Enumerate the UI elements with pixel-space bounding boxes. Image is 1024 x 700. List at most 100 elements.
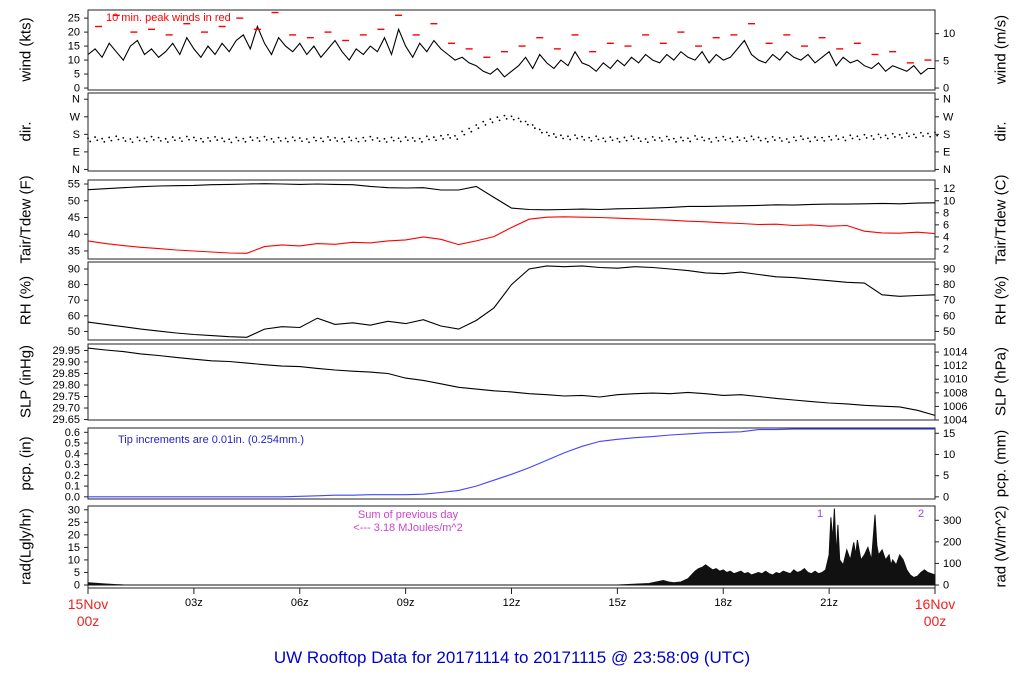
y-tick-label: 29.80: [52, 379, 80, 391]
panel-annotation: Sum of previous day: [358, 509, 459, 521]
dir-dot: [877, 133, 880, 136]
y-tick-label: 12: [943, 183, 955, 195]
dir-dot: [934, 131, 936, 134]
x-tick-label: 06z: [290, 597, 309, 609]
dir-dot: [531, 124, 534, 126]
dir-dot: [510, 115, 513, 118]
dir-dot: [237, 139, 240, 142]
dir-dot: [524, 120, 527, 123]
dir-dot: [731, 140, 734, 143]
panel-border: [87, 343, 936, 421]
dir-dot: [305, 138, 308, 140]
dir-dot: [710, 141, 713, 143]
dir-dot: [569, 138, 572, 141]
dir-dot: [722, 135, 725, 138]
dir-dot: [743, 137, 746, 139]
dir-dot: [214, 135, 216, 138]
dir-dot: [413, 140, 416, 142]
dir-dot: [661, 140, 663, 142]
dir-dot: [397, 137, 400, 140]
series-wind-peak-10min: [95, 11, 932, 64]
y-tick-label: 10: [943, 449, 955, 461]
dir-dot: [350, 139, 353, 142]
y-tick-label: 70: [943, 295, 955, 307]
dir-dot: [362, 136, 365, 139]
y-tick-label: 90: [68, 264, 80, 276]
dir-dot: [893, 136, 896, 138]
dir-dot: [687, 137, 689, 140]
dir-dot: [609, 136, 612, 138]
dir-dot: [795, 139, 797, 142]
y-tick-label: 2: [943, 243, 949, 255]
dir-dot: [545, 131, 548, 134]
dir-dot: [174, 139, 176, 142]
y-tick-label: 50: [68, 326, 80, 338]
dir-dot: [533, 127, 536, 130]
dir-dot: [560, 134, 562, 137]
dir-dot: [192, 136, 195, 139]
dir-dot: [837, 138, 840, 140]
dir-dot: [435, 139, 437, 142]
dir-dot: [103, 140, 106, 143]
y-tick-label: 300: [943, 515, 961, 527]
dir-dot: [696, 138, 699, 140]
dir-dot: [293, 139, 296, 142]
dir-dot: [456, 138, 459, 140]
y-tick-label: 1012: [943, 360, 967, 372]
y-tick-label: 20: [68, 27, 80, 39]
dir-dot: [788, 141, 790, 144]
dir-dot: [258, 140, 261, 142]
dir-dot: [308, 141, 310, 144]
dir-dot: [477, 127, 480, 130]
dir-dot: [87, 137, 89, 140]
start-date-line2: 00z: [76, 613, 100, 629]
y-tick-label: 60: [68, 310, 80, 322]
dir-dot: [251, 139, 254, 142]
dir-dot: [428, 138, 430, 141]
start-date-line1: 15Nov: [67, 596, 109, 612]
dir-dot: [432, 136, 435, 138]
y-tick-label: 0.4: [65, 448, 80, 460]
dir-dot: [355, 137, 358, 140]
dir-dot: [823, 139, 826, 142]
dir-dot: [590, 139, 593, 142]
dir-dot: [343, 140, 346, 143]
dir-dot: [470, 130, 473, 133]
dir-dot: [583, 138, 586, 141]
dir-dot: [482, 120, 485, 123]
series-precip-accumulated-in: [88, 428, 935, 498]
dir-dot: [717, 139, 720, 142]
y-tick-label: 8: [943, 207, 949, 219]
dir-dot: [519, 120, 522, 123]
y-tick-label: N: [72, 94, 80, 106]
dir-dot: [828, 135, 831, 138]
dir-dot: [653, 139, 656, 141]
x-tick-label: 09z: [396, 597, 415, 609]
dir-dot: [421, 140, 423, 143]
dir-dot: [461, 130, 463, 133]
dir-dot: [320, 137, 322, 140]
dir-dot: [872, 138, 875, 140]
dir-dot: [538, 128, 541, 131]
y-tick-label: 50: [943, 326, 955, 338]
dir-dot: [891, 132, 894, 135]
dir-dot: [771, 135, 774, 138]
dir-dot: [562, 137, 565, 140]
y-tick-label: 0: [943, 491, 949, 503]
y-tick-label: 0.6: [65, 427, 80, 439]
dir-dot: [611, 139, 614, 142]
dir-dot: [164, 137, 167, 140]
dir-dot: [602, 137, 605, 140]
dir-dot: [581, 135, 583, 138]
y-tick-label: S: [73, 129, 80, 141]
dir-dot: [202, 140, 205, 143]
panel-pcp-in-: 0.00.10.20.30.40.50.6 0 5 10 15 Tip increment…: [65, 427, 956, 504]
dir-dot: [371, 138, 374, 141]
y-tick-label: W: [70, 111, 81, 123]
y-tick-label: N: [72, 164, 80, 176]
dir-dot: [672, 137, 675, 140]
dir-dot: [637, 137, 640, 139]
y-tick-label: 1014: [943, 347, 967, 359]
